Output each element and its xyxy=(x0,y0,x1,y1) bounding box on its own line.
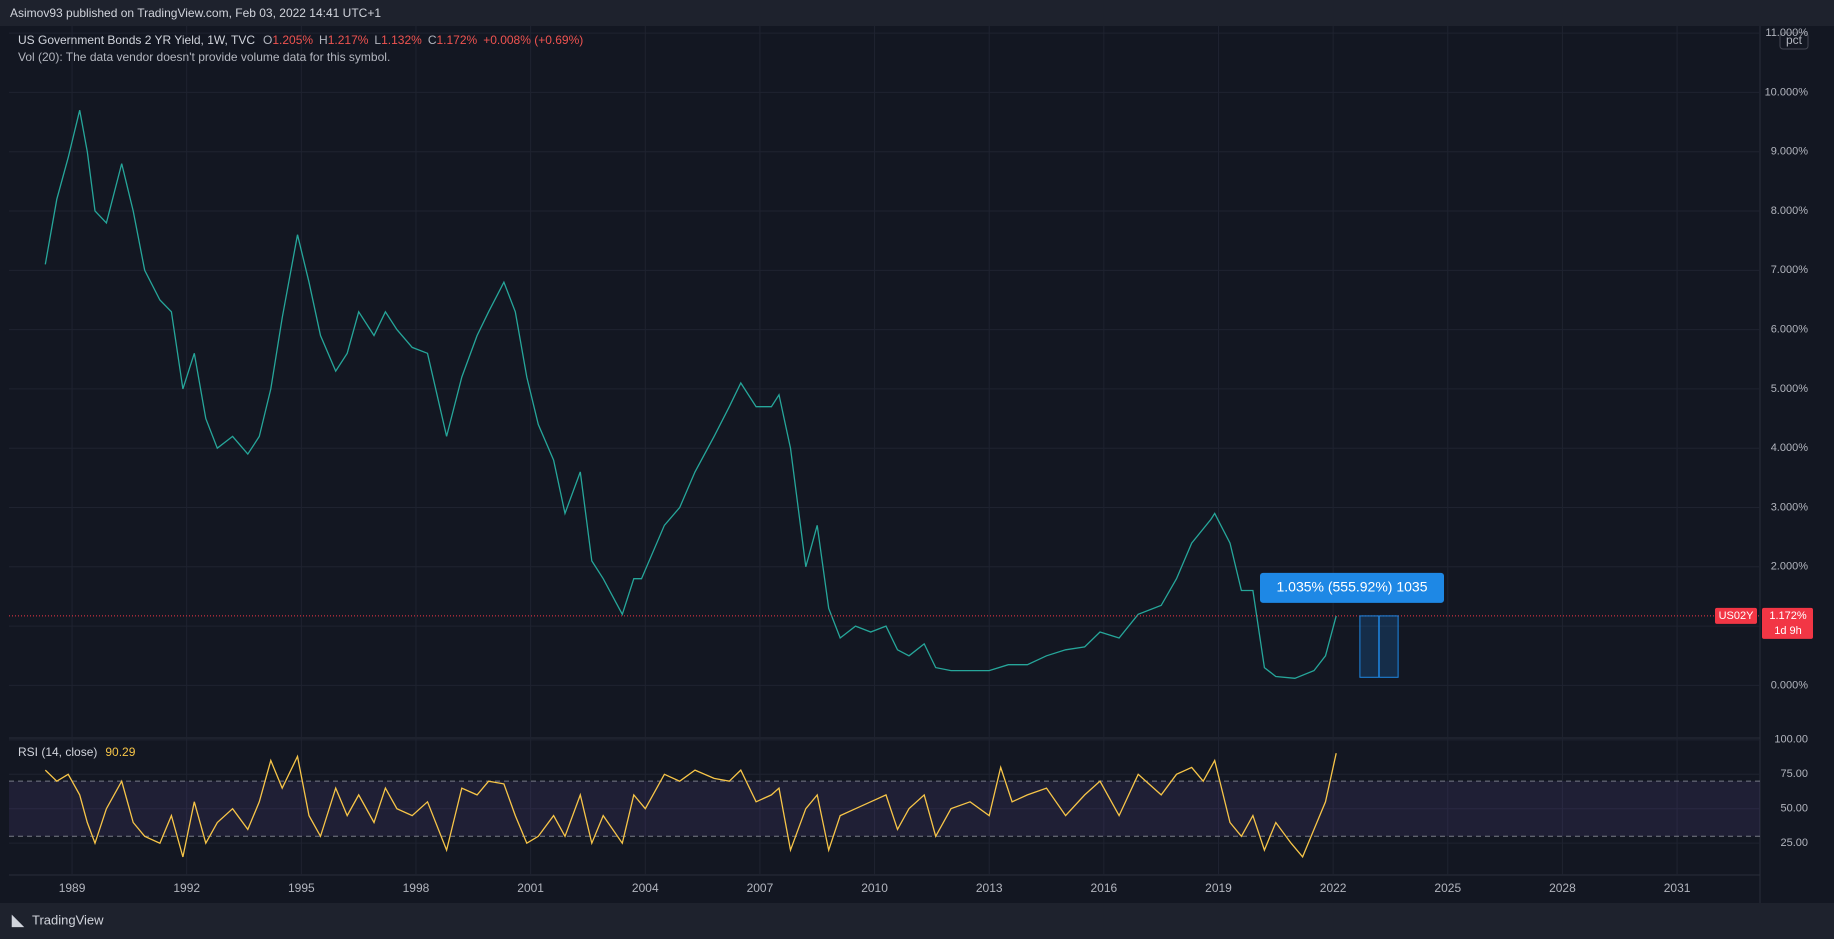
x-tick-label: 2016 xyxy=(1091,881,1118,895)
y-tick-label: 7.000% xyxy=(1771,264,1809,276)
legend-title: US Government Bonds 2 YR Yield, 1W, TVC xyxy=(18,33,255,47)
x-tick-label: 1992 xyxy=(173,881,200,895)
y-tick-label: 75.00 xyxy=(1780,768,1808,780)
y-tick-label: 6.000% xyxy=(1771,324,1809,336)
price-line xyxy=(44,110,1337,679)
unit[interactable]: pct xyxy=(1786,33,1803,47)
x-tick-label: 2010 xyxy=(861,881,888,895)
labels: US Government Bonds 2 YR Yield, 1W, TVC O… xyxy=(18,27,1813,895)
y-tick-label: 2.000% xyxy=(1771,561,1809,573)
ohlc-label: H xyxy=(319,33,328,47)
y-tick-label: 8.000% xyxy=(1771,205,1809,217)
x-tick-label: 1998 xyxy=(403,881,430,895)
x-tick-label: 2022 xyxy=(1320,881,1347,895)
x-tick-label: 2001 xyxy=(517,881,544,895)
ohlc-value: 1.217% xyxy=(328,33,369,47)
ohlc-value: 1.132% xyxy=(381,33,422,47)
change: +0.008% (+0.69%) xyxy=(483,33,583,47)
footer-text: TradingView xyxy=(32,912,104,927)
y-tick-label: 50.00 xyxy=(1780,803,1808,815)
rsi-band xyxy=(9,781,1760,837)
header-bar xyxy=(0,0,1834,26)
ohlc-value: 1.205% xyxy=(272,33,313,47)
grid xyxy=(9,26,1760,875)
y-tick-label: 25.00 xyxy=(1780,837,1808,849)
measure-label: 1.035% (555.92%) 1035 xyxy=(1276,579,1427,595)
symbol-badge xyxy=(1715,607,1757,624)
rsi-legend: RSI (14, close) 90.29 xyxy=(18,745,136,759)
symbol-label: US02Y xyxy=(1719,610,1755,622)
x-tick-label: 2031 xyxy=(1664,881,1691,895)
marks xyxy=(9,110,1760,859)
legend: US Government Bonds 2 YR Yield, 1W, TVC O… xyxy=(18,33,583,47)
x-tick-label: 1989 xyxy=(59,881,86,895)
x-tick-label: 1995 xyxy=(288,881,315,895)
footer-bar xyxy=(0,903,1834,939)
rsi-title: RSI (14, close) xyxy=(18,745,97,759)
rsi-last: 90.29 xyxy=(105,745,135,759)
y-tick-label: 3.000% xyxy=(1771,501,1809,513)
x-tick-label: 2028 xyxy=(1549,881,1576,895)
rsi-line xyxy=(44,753,1337,859)
header-text: Asimov93 published on TradingView.com, F… xyxy=(10,6,381,20)
ohlc-label: L xyxy=(374,33,381,47)
y-tick-label: 4.000% xyxy=(1771,442,1809,454)
volume-note: Vol (20): The data vendor doesn't provid… xyxy=(18,50,390,64)
y-tick-label: 5.000% xyxy=(1771,383,1809,395)
x-tick-label: 2013 xyxy=(976,881,1003,895)
ohlc-label: C xyxy=(428,33,437,47)
y-tick-label: 0.000% xyxy=(1771,679,1809,691)
y-tick-label: 10.000% xyxy=(1765,86,1809,98)
countdown: 1d 9h xyxy=(1774,625,1802,637)
measure-label-bg xyxy=(1259,572,1444,603)
x-tick-label: 2004 xyxy=(632,881,659,895)
y-tick-label: 11.000% xyxy=(1765,27,1808,39)
y-tick-label: 9.000% xyxy=(1771,146,1809,158)
y-tick-label: 100.00 xyxy=(1774,734,1808,746)
price-badge xyxy=(1762,607,1813,639)
x-tick-label: 2019 xyxy=(1205,881,1232,895)
x-tick-label: 2007 xyxy=(747,881,774,895)
ohlc-value: 1.172% xyxy=(436,33,477,47)
unit-badge[interactable] xyxy=(1779,32,1809,50)
ohlc-label: O xyxy=(263,33,272,47)
price-label: 1.172% xyxy=(1769,610,1807,622)
footer-logo: ◣ xyxy=(11,912,25,929)
x-tick-label: 2025 xyxy=(1434,881,1461,895)
